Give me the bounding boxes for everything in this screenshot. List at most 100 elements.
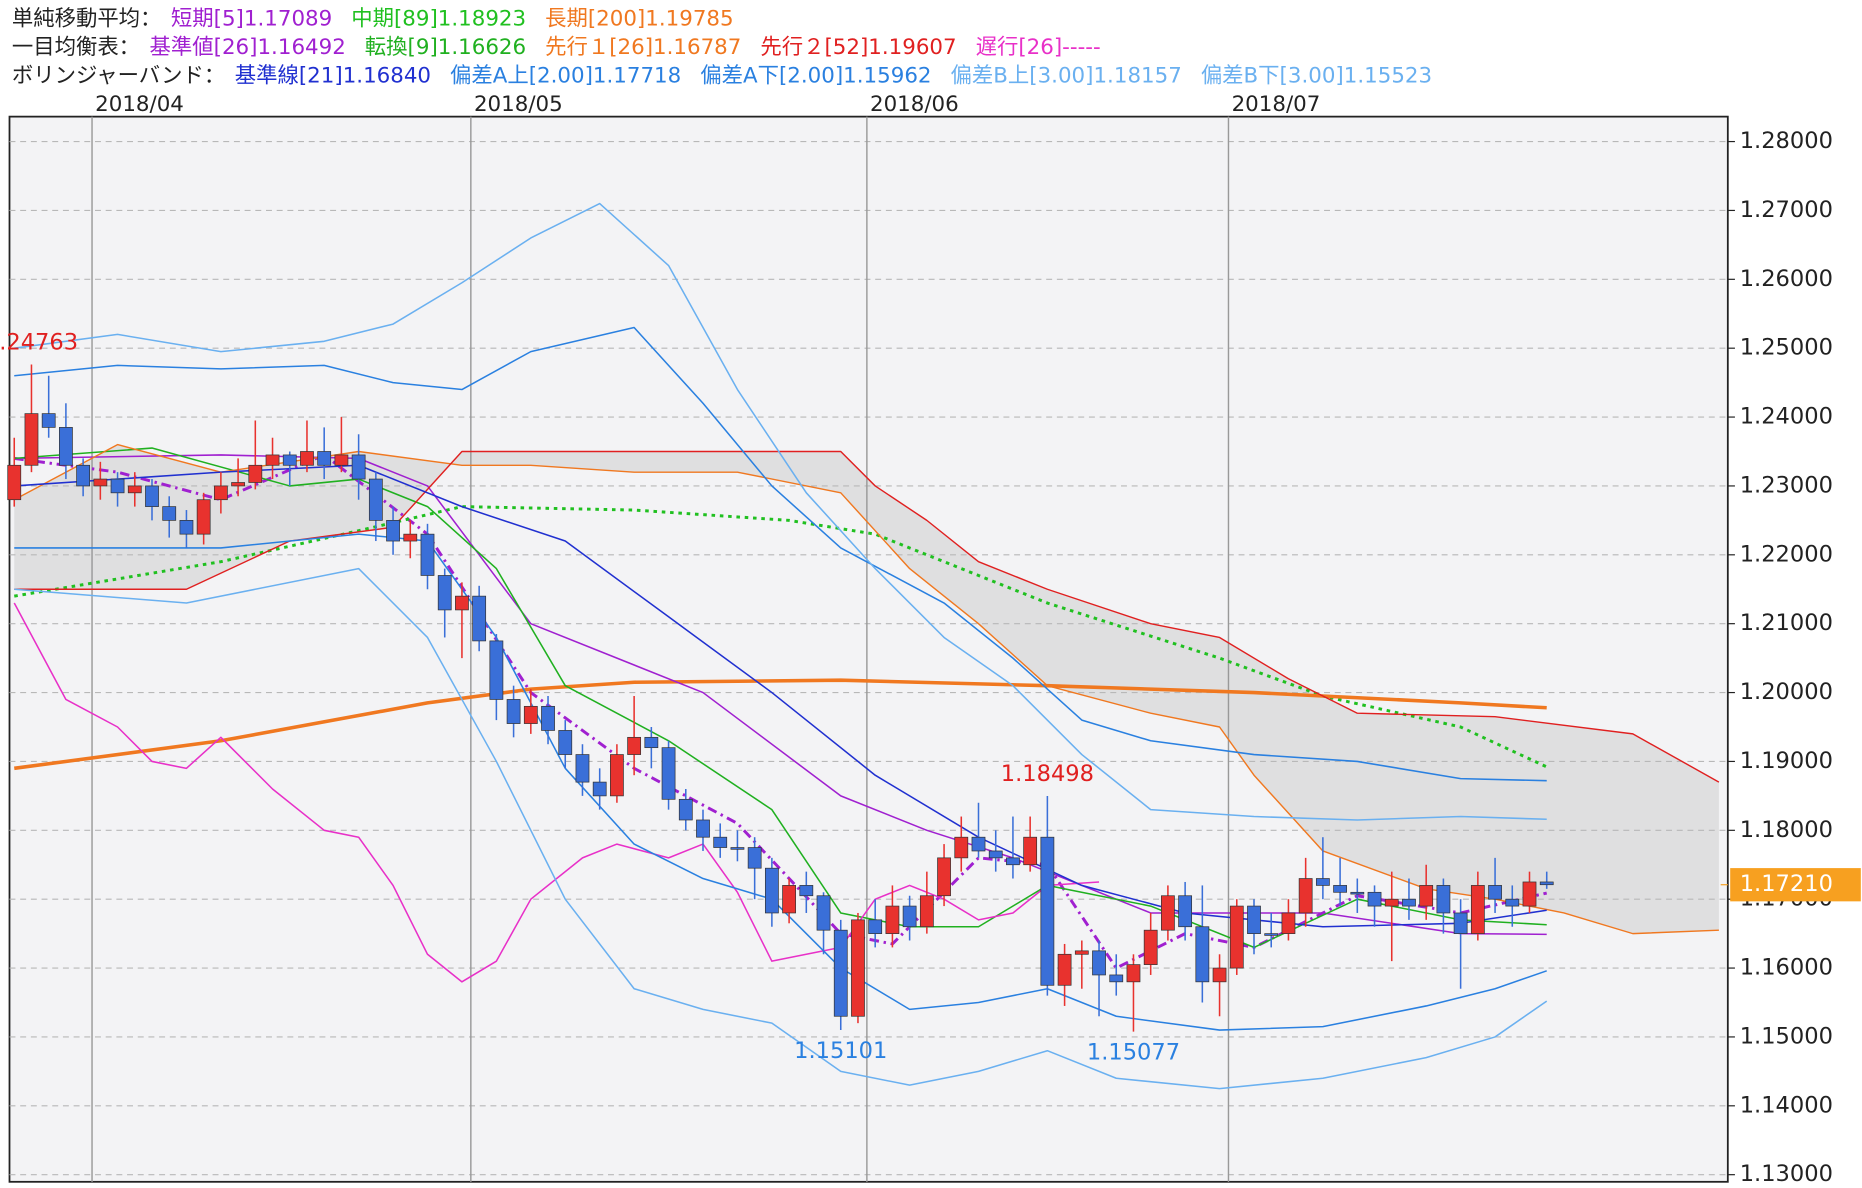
candle-body (127, 485, 142, 494)
candle-body (1522, 881, 1537, 907)
candle-body (816, 895, 831, 931)
candle-body (334, 454, 349, 466)
candle-body (1505, 898, 1520, 907)
candle-body (1315, 878, 1330, 886)
candle-body (1419, 885, 1434, 907)
indicator-line (14, 326, 1547, 782)
legend-entry: 中期[89]1.18923 (351, 6, 526, 31)
legend-entry: 短期[5]1.17089 (171, 6, 332, 31)
candle-body (231, 482, 245, 487)
candle-body (472, 595, 487, 642)
y-tick-label: 1.27000 (1740, 197, 1833, 223)
candle-body (1212, 967, 1227, 983)
x-tick-label: 2018/05 (474, 92, 563, 117)
candle-body (7, 464, 22, 501)
y-tick-label: 1.26000 (1740, 266, 1833, 292)
candle-body (1023, 836, 1038, 866)
candle-body (833, 929, 848, 1017)
x-tick-label: 2018/06 (870, 92, 959, 117)
candle-body (437, 575, 452, 611)
legend-group-label: 一目均衡表： (12, 35, 140, 60)
candle-body (196, 499, 211, 535)
price-annotation: 1.24763 (0, 330, 78, 356)
candle-body (1333, 885, 1347, 893)
legend-entry: 遅行[26]----- (976, 35, 1101, 60)
legend-group-label: 単純移動平均： (12, 6, 162, 31)
y-tick-label: 1.13000 (1740, 1161, 1833, 1187)
candle-body (764, 867, 779, 914)
indicator-line (13, 602, 1100, 983)
legend-entry: 転換[9]1.16626 (365, 35, 526, 60)
legend-entry: 基準線[21]1.16840 (235, 63, 431, 88)
candle-body (937, 857, 951, 897)
candle-body (1057, 953, 1072, 986)
indicator-line (14, 202, 1547, 821)
candle-body (162, 506, 177, 521)
candle-body (1178, 895, 1193, 928)
candle-body (248, 464, 263, 483)
candle-body (730, 847, 745, 850)
candle-body (713, 836, 728, 848)
candle-body (179, 520, 194, 535)
candle-body (1126, 964, 1141, 983)
y-tick-label: 1.14000 (1740, 1092, 1833, 1118)
candle-body (1109, 974, 1124, 983)
price-annotation: 1.15101 (794, 1038, 887, 1064)
last-price-label: 1.17210 (1740, 871, 1833, 897)
candle-body (678, 798, 693, 821)
candle-body (1298, 878, 1313, 914)
candle-body (627, 736, 642, 755)
legend-entry: 基準値[26]1.16492 (150, 35, 346, 60)
candle-body (455, 595, 469, 611)
candle-body (1229, 905, 1244, 969)
x-tick-label: 2018/04 (95, 92, 184, 117)
candle-body (1350, 891, 1365, 895)
y-tick-label: 1.25000 (1740, 335, 1833, 361)
y-tick-label: 1.22000 (1740, 541, 1833, 567)
price-annotation: 1.18498 (1001, 761, 1094, 787)
y-tick-label: 1.23000 (1740, 472, 1833, 498)
candle-body (610, 754, 624, 797)
legend-entry: 先行２[52]1.19607 (760, 35, 956, 60)
candle-body (420, 533, 435, 576)
price-annotation: 1.15077 (1087, 1040, 1180, 1066)
candle-body (1539, 881, 1554, 886)
candle-body (1367, 891, 1382, 907)
indicator-line (14, 567, 1548, 1090)
candle-body (1161, 895, 1175, 931)
candle-body (1384, 898, 1399, 907)
grid-layer (9, 116, 1735, 1182)
candle-body (403, 533, 418, 542)
candle-body (1074, 950, 1089, 955)
candle-body (747, 847, 762, 869)
candle-body (799, 885, 814, 897)
legend-entry: 偏差A上[2.00]1.17718 (450, 63, 681, 88)
candle-body (1281, 912, 1296, 934)
candle-body (971, 836, 986, 852)
legend-entry: 偏差B下[3.00]1.15523 (1201, 63, 1432, 88)
candle-body (575, 754, 590, 783)
labels-layer: 1.130001.140001.150001.160001.170001.180… (0, 6, 1861, 1187)
candle-body (592, 781, 607, 797)
candle-body (1436, 885, 1451, 914)
candles-layer (7, 364, 1554, 1032)
candle-body (1006, 857, 1020, 866)
legend-entry: 先行１[26]1.16787 (545, 35, 741, 60)
y-tick-label: 1.20000 (1740, 679, 1833, 705)
candle-body (351, 454, 366, 480)
candle-body (1488, 885, 1502, 900)
candle-body (902, 905, 917, 928)
candle-body (282, 454, 297, 466)
cloud-layer (14, 444, 1719, 934)
legend-entry: 長期[200]1.19785 (545, 6, 733, 31)
candle-body (41, 413, 56, 428)
y-tick-label: 1.24000 (1740, 404, 1833, 430)
candle-body (489, 640, 504, 700)
candle-body (661, 747, 676, 800)
last-price-box (1730, 868, 1861, 902)
candle-body (782, 885, 796, 914)
candle-body (1143, 929, 1158, 965)
candle-body (76, 464, 91, 487)
candle-body (300, 451, 314, 466)
